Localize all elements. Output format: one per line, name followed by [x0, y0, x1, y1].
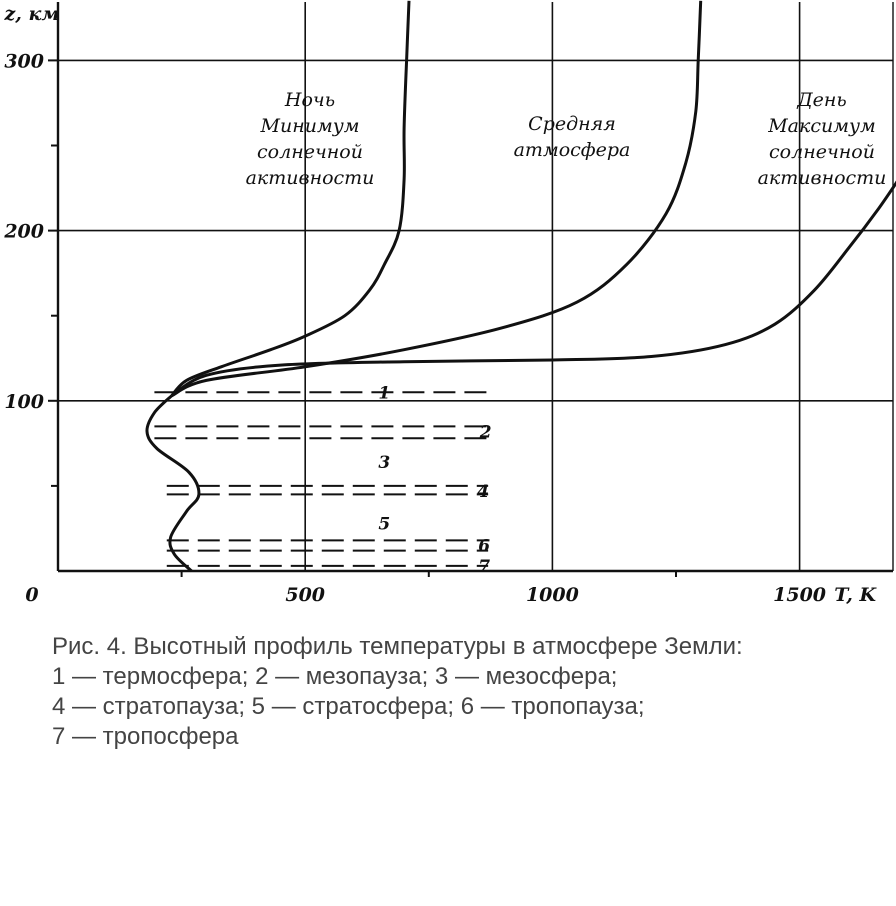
- layer-boundaries: [154, 391, 489, 567]
- x-tick-label: 1500: [773, 584, 826, 606]
- figure-caption: Рис. 4. Высотный профиль температуры в а…: [52, 632, 892, 752]
- y-axis-label: z, км: [4, 3, 60, 25]
- chart-texts: 0 500 1000 1500 100 200 300 z, км T, K Ночь Миниму…: [3, 3, 886, 606]
- x-axis-label: T, K: [834, 584, 877, 606]
- temperature-curves: [145, 0, 896, 573]
- curve-label-3: активности: [758, 167, 887, 189]
- lower-atmosphere-curve: [145, 394, 201, 573]
- y-tick-label: 100: [4, 391, 44, 413]
- grid: [56, 2, 894, 573]
- layer-label: 5: [378, 514, 390, 534]
- caption-line-2: 1 — термосфера; 2 — мезопауза; 3 — мезос…: [52, 663, 618, 690]
- x-tick-label: 0: [25, 584, 38, 606]
- temperature-curve-1: [170, 0, 411, 397]
- axis-ticks: [48, 59, 677, 577]
- curve-label-1: Ночь: [284, 89, 335, 111]
- curve-label-3: День: [796, 89, 847, 111]
- curve-label-3: Максимум: [767, 115, 876, 137]
- curve-label-2: Средняя: [528, 113, 616, 135]
- x-tick-label: 1000: [526, 584, 579, 606]
- curve-label-2: атмосфера: [514, 139, 631, 161]
- x-tick-label: 500: [285, 584, 325, 606]
- y-tick-label: 300: [4, 50, 44, 72]
- caption-line-4: 7 — тропосфера: [52, 723, 239, 750]
- caption-line-1: Рис. 4. Высотный профиль температуры в а…: [52, 633, 743, 660]
- curve-label-1: солнечной: [257, 141, 363, 163]
- curve-label-3: солнечной: [769, 141, 875, 163]
- curve-label-1: Минимум: [260, 115, 360, 137]
- y-tick-label: 200: [3, 221, 44, 243]
- layer-label: 3: [378, 453, 390, 473]
- layer-label: 6: [478, 536, 490, 556]
- temperature-curve-2: [171, 0, 703, 398]
- layer-label: 2: [479, 422, 492, 442]
- temperature-curve-3: [170, 180, 896, 397]
- curve-label-1: активности: [246, 167, 375, 189]
- layer-label: 7: [478, 557, 490, 577]
- layer-label: 1: [378, 383, 390, 403]
- temperature-profile-chart: 0 500 1000 1500 100 200 300 z, км T, K Ночь Миниму…: [3, 0, 896, 606]
- layer-label: 4: [477, 482, 489, 502]
- caption-line-3: 4 — стратопауза; 5 — стратосфера; 6 — тр…: [52, 693, 645, 720]
